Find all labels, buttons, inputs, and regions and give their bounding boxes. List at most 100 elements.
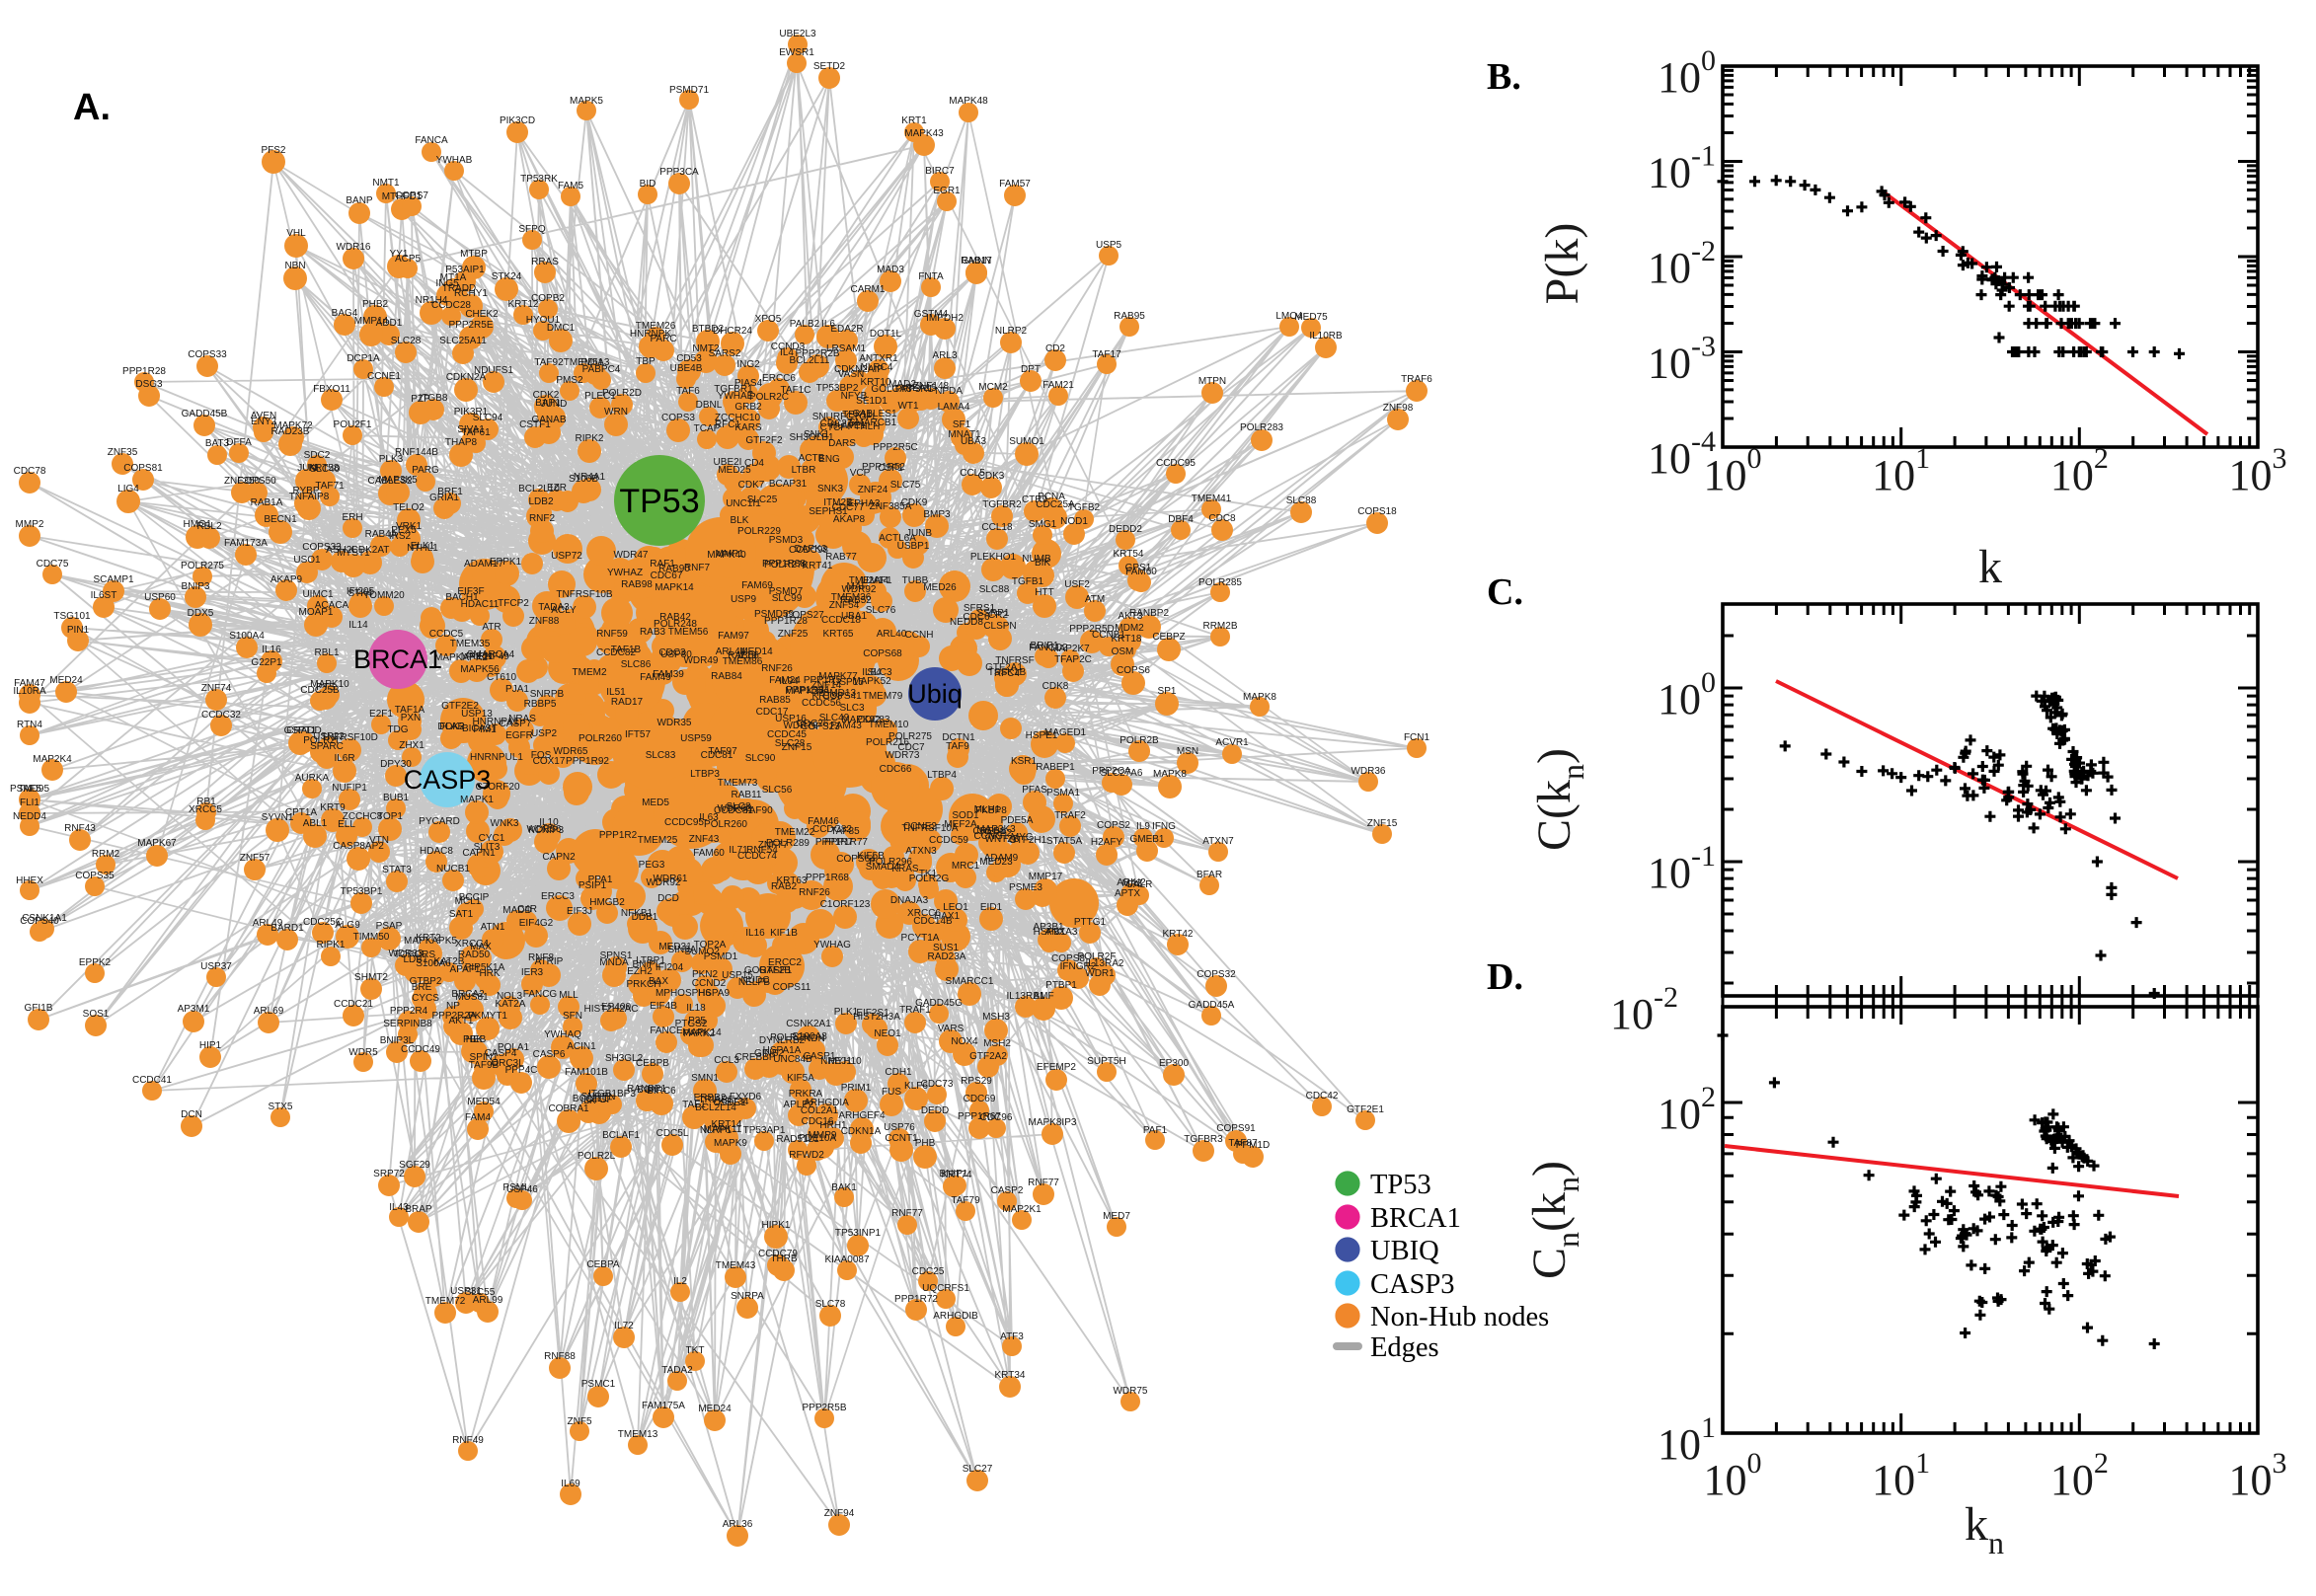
svg-text:CDKN2AIP: CDKN2AIP: [834, 364, 884, 375]
svg-text:NOD1: NOD1: [1060, 516, 1088, 527]
svg-text:EZH2: EZH2: [627, 966, 653, 977]
svg-text:ELL: ELL: [338, 819, 355, 830]
svg-text:SDC2: SDC2: [304, 450, 331, 461]
svg-text:ATN1: ATN1: [481, 922, 505, 933]
svg-text:A.: A.: [73, 87, 111, 128]
svg-text:NBN: NBN: [284, 261, 305, 271]
svg-text:DCD: DCD: [657, 893, 679, 904]
svg-text:SMARCC1: SMARCC1: [946, 976, 994, 987]
svg-text:POLR2L: POLR2L: [578, 1151, 616, 1162]
svg-text:KRT34: KRT34: [719, 1097, 749, 1107]
svg-text:CCNT1: CCNT1: [885, 1133, 918, 1144]
svg-text:SLC94: SLC94: [473, 413, 503, 423]
svg-text:HSPA9: HSPA9: [698, 988, 730, 999]
svg-text:MAP2K1: MAP2K1: [1002, 1204, 1042, 1215]
svg-text:TAF1B: TAF1B: [611, 645, 642, 655]
svg-text:ACLY: ACLY: [551, 605, 577, 616]
svg-text:NFKB1: NFKB1: [621, 908, 654, 919]
svg-text:MAPK5: MAPK5: [570, 96, 603, 107]
svg-text:POLR270: POLR270: [764, 560, 808, 570]
svg-text:TMEM73: TMEM73: [718, 778, 758, 789]
svg-text:ANXA3: ANXA3: [1045, 927, 1078, 938]
svg-text:COPS32: COPS32: [1197, 969, 1236, 980]
svg-text:CEBPZ: CEBPZ: [1152, 632, 1185, 643]
svg-text:CDK2AT: CDK2AT: [351, 545, 390, 556]
svg-text:MAGED1: MAGED1: [1044, 727, 1087, 738]
svg-text:BRCA1: BRCA1: [1370, 1203, 1461, 1234]
svg-text:TAF92: TAF92: [534, 357, 564, 368]
svg-text:NPDA: NPDA: [935, 386, 963, 397]
svg-text:CASP1: CASP1: [804, 1051, 836, 1062]
svg-text:IFNGR2: IFNGR2: [1060, 961, 1097, 972]
svg-text:RNF7: RNF7: [684, 563, 711, 573]
svg-text:BAX: BAX: [649, 976, 668, 987]
svg-text:ZCCHC10: ZCCHC10: [715, 413, 761, 423]
svg-text:CCND3: CCND3: [771, 342, 806, 352]
svg-text:CCDC18: CCDC18: [821, 615, 861, 626]
svg-text:CYC1: CYC1: [479, 833, 505, 844]
svg-text:DEDD: DEDD: [921, 1105, 949, 1116]
svg-text:GTF2E2: GTF2E2: [441, 701, 479, 712]
svg-text:S100B: S100B: [569, 474, 598, 485]
svg-text:S100A4: S100A4: [229, 631, 265, 642]
svg-text:MMP1: MMP1: [716, 549, 744, 560]
svg-text:GTBP2: GTBP2: [410, 976, 442, 987]
svg-text:PSMD95: PSMD95: [10, 784, 49, 795]
svg-text:KRT2: KRT2: [416, 933, 441, 944]
svg-text:CSTF1: CSTF1: [519, 419, 551, 430]
svg-text:UBIQ: UBIQ: [1370, 1236, 1439, 1266]
svg-text:SLC3: SLC3: [839, 703, 864, 714]
svg-text:FCN1: FCN1: [1404, 732, 1430, 743]
svg-text:IL51: IL51: [606, 687, 626, 698]
svg-text:POLR229: POLR229: [737, 526, 781, 537]
svg-text:SSRP1: SSRP1: [977, 608, 1010, 619]
svg-text:WDR92: WDR92: [646, 877, 680, 888]
svg-text:POLR275: POLR275: [181, 561, 224, 571]
svg-text:USP2: USP2: [531, 728, 558, 739]
svg-text:RAB66: RAB66: [728, 650, 759, 661]
svg-text:TNFRSF10B: TNFRSF10B: [556, 589, 613, 600]
svg-text:SMG1: SMG1: [1029, 519, 1057, 530]
svg-text:USP60: USP60: [144, 592, 176, 603]
svg-text:TGFBR2: TGFBR2: [982, 499, 1022, 510]
svg-text:WDR75: WDR75: [1113, 1386, 1147, 1397]
svg-text:NLRC4: NLRC4: [861, 362, 893, 373]
svg-text:TSG101: TSG101: [53, 611, 91, 622]
svg-text:TRADD: TRADD: [442, 283, 476, 294]
svg-text:ZNF54: ZNF54: [829, 600, 860, 611]
svg-text:PLEKHO1: PLEKHO1: [970, 552, 1017, 563]
svg-text:DCP1A: DCP1A: [347, 353, 380, 364]
svg-text:CAPN2: CAPN2: [542, 852, 576, 863]
svg-text:EIF2S1: EIF2S1: [856, 1008, 889, 1019]
svg-text:PPP1R28: PPP1R28: [764, 616, 808, 627]
svg-text:SOD1: SOD1: [952, 810, 979, 821]
svg-text:TMEM36: TMEM36: [831, 592, 872, 603]
svg-text:BECN1: BECN1: [264, 514, 297, 525]
svg-text:SAT1: SAT1: [449, 909, 474, 920]
svg-text:MUS81: MUS81: [455, 992, 489, 1003]
svg-text:SUMO1: SUMO1: [1009, 436, 1044, 447]
svg-text:RNF26: RNF26: [799, 887, 830, 898]
svg-text:ARL44: ARL44: [716, 646, 746, 657]
svg-text:TAF87: TAF87: [1228, 1138, 1258, 1149]
svg-text:TGFB1: TGFB1: [1012, 576, 1044, 587]
svg-text:TKT: TKT: [686, 1345, 705, 1356]
svg-text:PSIP1: PSIP1: [579, 880, 607, 891]
svg-text:GPS1: GPS1: [1125, 563, 1152, 573]
svg-text:RNF144B: RNF144B: [395, 447, 438, 458]
svg-text:MED7: MED7: [1103, 1211, 1130, 1222]
svg-text:IL19: IL19: [737, 650, 757, 661]
svg-text:EZR: EZR: [547, 483, 567, 494]
svg-text:NEDD8: NEDD8: [950, 617, 983, 628]
svg-text:PPP2R2B: PPP2R2B: [795, 348, 839, 359]
svg-text:10-3: 10-3: [1648, 331, 1716, 388]
svg-text:UNC84B: UNC84B: [773, 1054, 812, 1065]
svg-text:MNDA: MNDA: [599, 957, 629, 968]
svg-text:C4R: C4R: [517, 904, 537, 915]
svg-text:POLR260: POLR260: [579, 733, 622, 744]
svg-text:EIF4B: EIF4B: [650, 1001, 677, 1012]
svg-text:ITGB8: ITGB8: [420, 393, 448, 404]
svg-text:CCDC5: CCDC5: [429, 629, 464, 640]
svg-text:COPB2: COPB2: [531, 293, 565, 304]
svg-text:NMT1: NMT1: [372, 178, 400, 189]
